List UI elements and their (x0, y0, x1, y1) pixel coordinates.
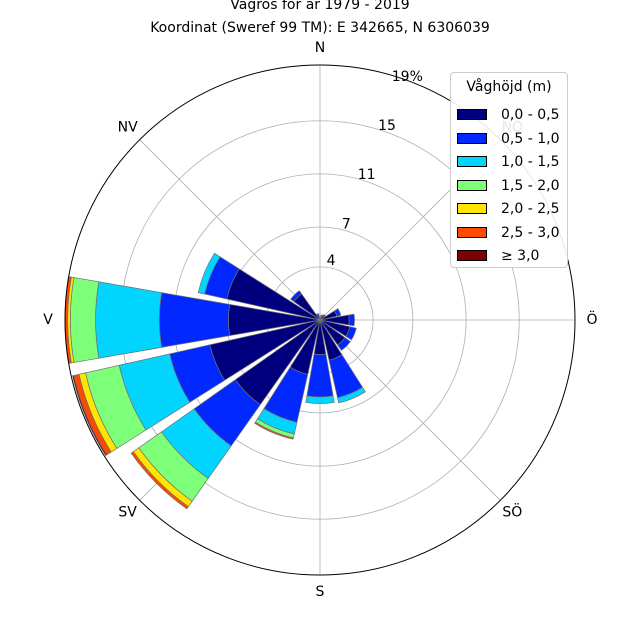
legend-item: 1,5 - 2,0 (457, 178, 565, 196)
legend-label: 0,5 - 1,0 (501, 130, 560, 147)
rose-bar-segment (254, 421, 294, 440)
rose-bar-segment (337, 386, 366, 404)
legend-item: 0,0 - 0,5 (457, 107, 565, 125)
legend-item: 2,0 - 2,5 (457, 201, 565, 219)
legend-swatch (457, 250, 487, 261)
legend-label: 1,0 - 1,5 (501, 154, 560, 170)
rose-bar-segment (72, 375, 108, 457)
radial-tick-label: 7 (342, 216, 351, 232)
rose-bar-segment (348, 313, 355, 327)
rose-bars (64, 252, 366, 510)
rose-bar-segment (290, 290, 303, 303)
legend-label: 2,0 - 2,5 (501, 201, 560, 217)
radial-tick-label: 15 (378, 118, 396, 134)
rose-bar-segment (345, 326, 357, 341)
rose-bar-segment (70, 277, 100, 363)
radial-tick-label: 11 (358, 167, 376, 183)
legend-item: 2,5 - 3,0 (457, 225, 565, 243)
rose-bar-segment (305, 395, 335, 405)
rose-bar-segment (334, 308, 342, 317)
legend-swatch (457, 179, 487, 191)
rose-bar-segment (130, 451, 189, 510)
legend: Våghöjd (m) 0,0 - 0,5 0,5 - 1,0 1,0 - 1,5 1… (450, 72, 568, 268)
legend-title: Våghöjd (m) (466, 79, 552, 95)
legend-label: 2,5 - 3,0 (501, 224, 560, 241)
direction-label: N (315, 40, 325, 56)
legend-label: 1,5 - 2,0 (501, 177, 560, 194)
legend-swatch (457, 203, 487, 214)
radial-tick-label: 4 (327, 253, 336, 269)
legend-swatch (457, 156, 487, 167)
legend-item: 0,5 - 1,0 (457, 131, 565, 149)
direction-label: Ö (586, 310, 597, 328)
grid-spoke (139, 139, 321, 321)
direction-label: SÖ (502, 502, 522, 520)
legend-label: 0,0 - 0,5 (501, 107, 560, 123)
legend-swatch (457, 132, 487, 144)
legend-label: ≥ 3,0 (501, 248, 540, 264)
polar-labels: NNOÖSÖSSVVNV47111519% (43, 40, 597, 600)
legend-item: 1,0 - 1,5 (457, 154, 565, 172)
polar-frame (64, 64, 576, 576)
grid-spoke (319, 319, 501, 501)
legend-swatch (457, 109, 487, 120)
chart-title: Vågros för år 1979 - 2019 (230, 0, 410, 13)
rose-bar-segment (337, 337, 351, 351)
legend-item: ≥ 3,0 (457, 248, 565, 266)
rose-bar-segment (158, 292, 231, 348)
rose-bar-segment (197, 252, 221, 295)
chart-subtitle: Koordinat (Sweref 99 TM): E 342665, N 63… (150, 20, 490, 36)
direction-label: V (43, 312, 53, 328)
rose-bar-segment (95, 281, 163, 359)
direction-label: NV (118, 120, 138, 136)
direction-label: S (316, 584, 325, 600)
direction-label: SV (118, 504, 137, 520)
radial-tick-label: 19% (392, 69, 423, 85)
legend-swatch (457, 226, 487, 238)
rose-bar-segment (315, 313, 320, 316)
